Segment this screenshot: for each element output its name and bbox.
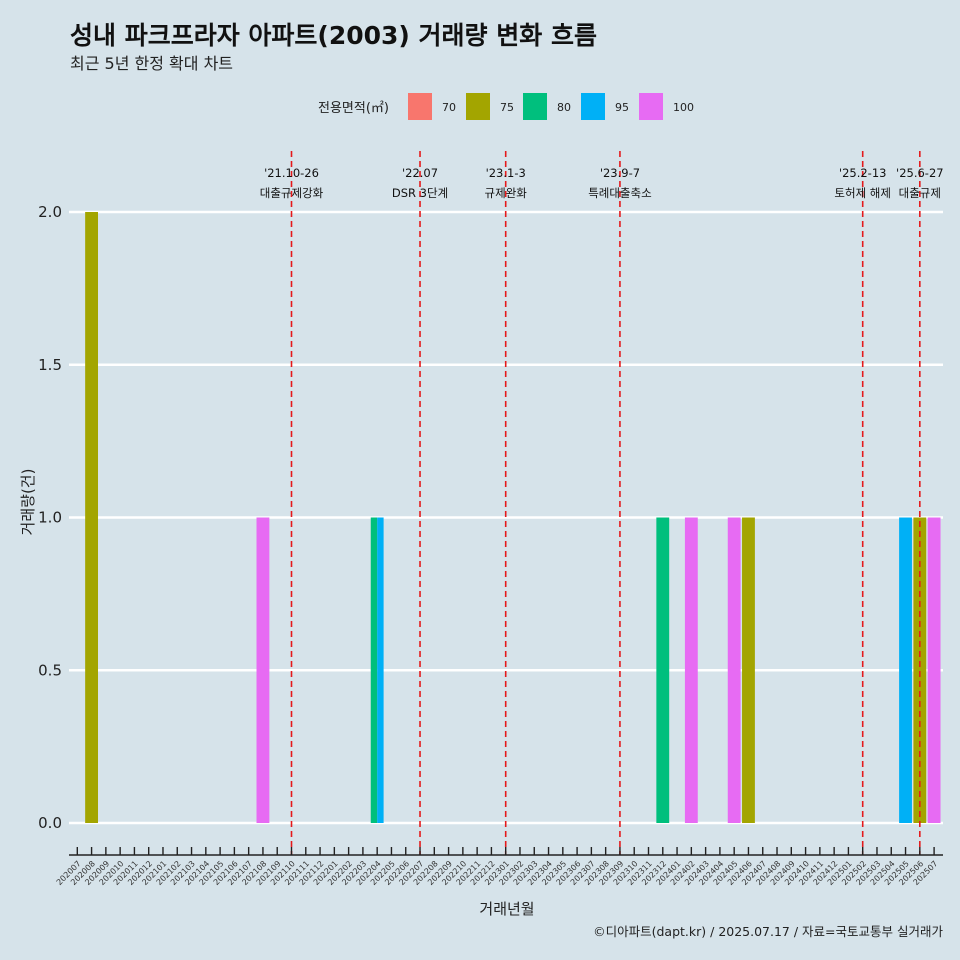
event-date-202309: '23.9-7 [600,166,640,180]
bar-202008-75 [85,212,99,823]
legend-label-100: 100 [673,101,694,114]
event-lines [290,151,921,855]
event-label-202301: 규제완화 [485,186,528,200]
event-date-202506: '25.6-27 [896,166,944,180]
bar-202507-100 [927,517,941,823]
caption: ©디아파트(dapt.kr) / 2025.07.17 / 자료=국토교통부 실… [593,924,943,939]
legend-key-80 [523,93,547,120]
legend-title: 전용면적(㎡) [318,101,389,116]
bar-202506-75 [913,517,927,823]
bar-202312-80 [656,517,670,823]
y-axis-ticks: 0.0 0.5 1.0 1.5 2.0 [38,203,62,832]
event-label-202207: DSR 3단계 [392,186,448,200]
legend-key-95 [581,93,605,120]
chart-subtitle: 최근 5년 한정 확대 차트 [70,54,233,73]
bar-202108-100 [256,517,270,823]
legend-label-95: 95 [615,101,629,114]
legend-key-70 [408,93,432,120]
legend-label-75: 75 [500,101,514,114]
legend-key-75 [466,93,490,120]
event-label-202309: 특례대출축소 [588,186,651,200]
bars [85,212,941,823]
bar-202402-100 [684,517,698,823]
legend: 전용면적(㎡) 70 75 80 95 100 [318,93,694,120]
bar-202405-100 [727,517,741,823]
event-date-202207: '22.07 [402,166,438,180]
bar-202204-95 [377,517,384,823]
event-date-202110: '21.10-26 [264,166,319,180]
y-axis-title: 거래량(건) [19,469,37,536]
y-tick-label: 2.0 [38,203,62,221]
bar-202406-75 [742,517,755,823]
chart-title: 성내 파크프라자 아파트(2003) 거래량 변화 흐름 [70,21,597,50]
y-tick-label: 0.5 [38,661,62,679]
event-date-202502: '25.2-13 [839,166,887,180]
y-tick-label: 1.5 [38,356,62,374]
event-label-202110: 대출규제강화 [260,186,324,200]
event-label-202506: 대출규제 [899,186,941,200]
y-tick-label: 0.0 [38,814,62,832]
event-label-202502: 토허제 해제 [834,186,891,200]
legend-key-100 [639,93,663,120]
bar-202204-80 [370,517,378,823]
y-tick-label: 1.0 [38,509,62,527]
bar-202505-95 [899,517,912,823]
event-annotations: '21.10-26 대출규제강화 '22.07 DSR 3단계 '23.1-3 규제완화 '… [260,166,944,200]
legend-label-80: 80 [557,101,571,114]
legend-label-70: 70 [442,101,456,114]
event-date-202301: '23.1-3 [486,166,526,180]
x-axis-title: 거래년월 [479,900,534,918]
x-axis: 2020072020082020092020102020112020122021… [55,847,943,887]
